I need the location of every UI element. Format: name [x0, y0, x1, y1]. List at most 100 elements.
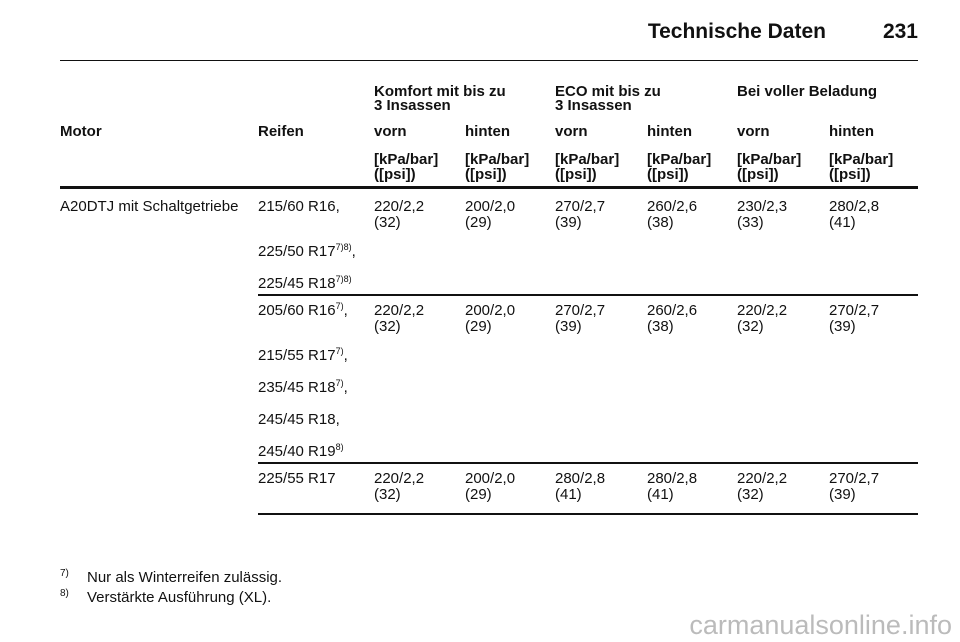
tire-size: 215/60 R16, — [258, 199, 340, 215]
unit-header: [kPa/bar] — [465, 151, 530, 168]
unit-header: ([psi]) — [829, 166, 871, 183]
tire-suffix: , — [343, 379, 348, 396]
tire-text: 225/50 R17 — [258, 243, 336, 260]
tire-suffix: , — [343, 302, 348, 319]
tire-size: 245/45 R18, — [258, 412, 340, 428]
footnote-ref: 7) — [335, 378, 344, 388]
group-header: ECO mit bis zu — [555, 83, 661, 100]
pressure-value: (29) — [465, 486, 492, 503]
pressure-value: (38) — [647, 214, 674, 231]
column-header: hinten — [647, 123, 692, 140]
column-header: vorn — [374, 123, 407, 140]
pressure-value: 200/2,0 — [465, 198, 516, 215]
pressure-value: 280/2,8 — [555, 470, 606, 487]
pressure-value: 260/2,6 — [647, 302, 698, 319]
tire-text: 245/40 R19 — [258, 443, 336, 460]
row-rule — [258, 513, 918, 515]
footnote-ref: 7)8) — [335, 242, 352, 252]
unit-header: ([psi]) — [374, 166, 416, 183]
group-header: Bei voller Beladung — [737, 83, 878, 100]
unit-header: [kPa/bar] — [647, 151, 712, 168]
tire-size: 225/45 R187)8) — [258, 274, 352, 292]
pressure-value: (38) — [647, 318, 674, 335]
pressure-value: 230/2,3 — [737, 198, 788, 215]
pressure-value: (32) — [737, 486, 764, 503]
column-header: vorn — [555, 123, 588, 140]
column-header: hinten — [829, 123, 874, 140]
pressure-value: 260/2,6 — [647, 198, 698, 215]
page-title: Technische Daten — [647, 20, 826, 43]
tire-text: 235/45 R18 — [258, 379, 336, 396]
footnote-mark: 7) — [60, 568, 69, 579]
pressure-value: 220/2,2 — [374, 302, 425, 319]
unit-header: ([psi]) — [465, 166, 507, 183]
group-header: 3 Insassen — [555, 97, 632, 114]
pressure-value: (32) — [737, 318, 764, 335]
pressure-value: (39) — [829, 318, 856, 335]
footnote-ref: 7) — [335, 346, 344, 356]
pressure-value: (39) — [829, 486, 856, 503]
pressure-value: (29) — [465, 214, 492, 231]
footnote-text: Nur als Winterreifen zulässig. — [87, 569, 283, 586]
unit-header: [kPa/bar] — [374, 151, 439, 168]
group-header: 3 Insassen — [374, 97, 451, 114]
pressure-value: (39) — [555, 318, 582, 335]
pressure-value: (39) — [555, 214, 582, 231]
footnote-mark: 8) — [60, 588, 69, 599]
page-number: 231 — [882, 20, 918, 43]
pressure-value: 220/2,2 — [737, 470, 788, 487]
row-rule — [258, 294, 918, 296]
row-rule — [258, 462, 918, 464]
unit-header: [kPa/bar] — [555, 151, 620, 168]
tire-size: 225/50 R177)8), — [258, 242, 356, 260]
header-rule — [60, 60, 918, 61]
watermark: carmanualsonline.info — [689, 610, 952, 640]
tire-text: 245/45 R18, — [258, 411, 340, 428]
pressure-value: (32) — [374, 318, 401, 335]
column-header: hinten — [465, 123, 510, 140]
tire-text: 215/55 R17 — [258, 347, 336, 364]
tire-size: 225/55 R17 — [258, 471, 336, 487]
pressure-value: (29) — [465, 318, 492, 335]
pressure-value: 200/2,0 — [465, 302, 516, 319]
tire-size: 245/40 R198) — [258, 442, 344, 460]
pressure-value: (33) — [737, 214, 764, 231]
tire-suffix: , — [351, 243, 356, 260]
pressure-value: 220/2,2 — [737, 302, 788, 319]
unit-header: ([psi]) — [555, 166, 597, 183]
tire-size: 215/55 R177), — [258, 346, 348, 364]
pressure-value: 220/2,2 — [374, 198, 425, 215]
tire-text: 225/55 R17 — [258, 470, 336, 487]
column-header: Motor — [60, 123, 102, 140]
footnote-ref: 7)8) — [335, 274, 352, 284]
tire-text: 215/60 R16, — [258, 198, 340, 215]
pressure-value: (41) — [829, 214, 856, 231]
motor: A20DTJ mit Schaltgetriebe — [60, 198, 239, 215]
pressure-value: (41) — [647, 486, 674, 503]
pressure-value: 270/2,7 — [555, 198, 606, 215]
footnote-ref: 7) — [335, 301, 344, 311]
pressure-value: 280/2,8 — [647, 470, 698, 487]
unit-header: ([psi]) — [737, 166, 779, 183]
column-header: Reifen — [258, 123, 304, 140]
tire-text: 225/45 R18 — [258, 275, 336, 292]
pressure-value: 270/2,7 — [829, 470, 880, 487]
tire-text: 205/60 R16 — [258, 302, 336, 319]
column-header: vorn — [737, 123, 770, 140]
pressure-value: 280/2,8 — [829, 198, 880, 215]
pressure-value: (32) — [374, 486, 401, 503]
tire-suffix: , — [343, 347, 348, 364]
footnote-text: Verstärkte Ausführung (XL). — [87, 589, 272, 606]
unit-header: ([psi]) — [647, 166, 689, 183]
pressure-value: 270/2,7 — [829, 302, 880, 319]
unit-header: [kPa/bar] — [829, 151, 894, 168]
pressure-value: 200/2,0 — [465, 470, 516, 487]
pressure-value: 270/2,7 — [555, 302, 606, 319]
tire-size: 205/60 R167), — [258, 301, 348, 319]
unit-header: [kPa/bar] — [737, 151, 802, 168]
pressure-value: 220/2,2 — [374, 470, 425, 487]
pressure-value: (41) — [555, 486, 582, 503]
footnote-ref: 8) — [335, 442, 344, 452]
table-header-rule — [60, 186, 918, 189]
